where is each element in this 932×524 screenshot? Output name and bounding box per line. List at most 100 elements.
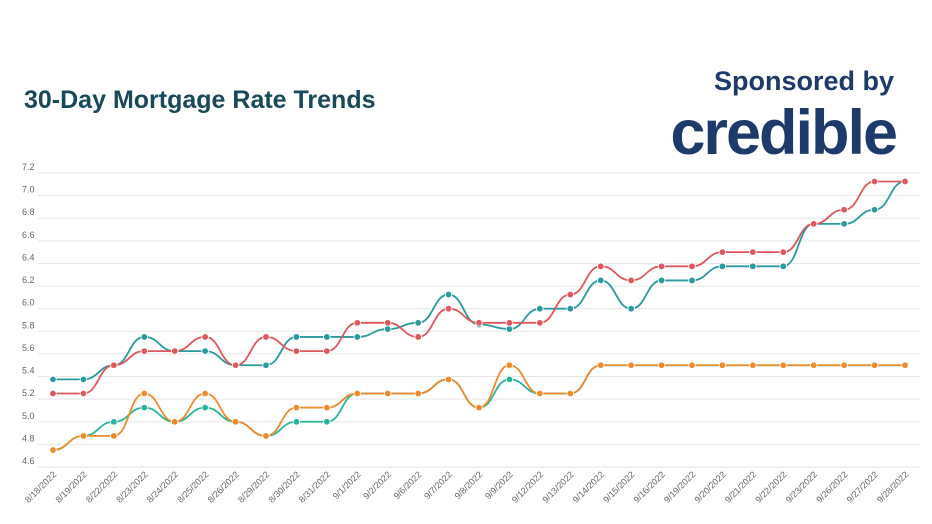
data-point [657,262,666,270]
series-2 [49,177,909,398]
y-tick-label: 6.2 [22,275,35,285]
data-point [231,361,240,369]
data-point [231,418,240,426]
y-tick-label: 6.4 [22,252,35,262]
data-point [292,418,301,426]
series-1 [49,177,909,384]
gridlines [38,172,920,468]
data-point [140,347,148,355]
y-tick-label: 7.2 [22,162,35,172]
data-point [688,361,696,369]
x-tick-label: 8/19/2022 [53,469,88,504]
data-point [171,347,179,355]
data-point [840,361,848,369]
x-tick-label: 8/23/2022 [114,469,149,504]
data-point [627,361,635,369]
data-point [262,333,270,341]
data-point [536,389,544,398]
x-axis-ticks: 8/18/20228/19/20228/22/20228/23/20228/24… [23,469,910,504]
x-tick-label: 8/31/2022 [297,469,332,504]
data-point [840,220,848,228]
y-tick-label: 6.0 [22,298,35,308]
x-tick-label: 8/24/2022 [145,469,180,504]
data-point [870,361,879,369]
x-tick-label: 9/19/2022 [662,469,697,504]
data-point [627,276,635,285]
data-point [110,361,118,369]
x-tick-label: 9/13/2022 [540,469,575,504]
data-point [870,206,879,214]
data-point [49,375,57,384]
data-point [140,389,148,398]
x-tick-label: 9/27/2022 [845,469,880,504]
data-point [262,432,270,440]
y-tick-label: 4.6 [22,456,35,466]
x-tick-label: 9/23/2022 [784,469,819,504]
data-point [79,389,88,398]
data-point [444,290,453,299]
data-point [323,418,331,426]
x-tick-label: 9/21/2022 [723,469,758,504]
data-point [505,325,514,333]
data-point [597,361,605,369]
data-point [749,262,757,270]
data-point [384,325,392,333]
data-point [901,177,909,186]
data-point [475,319,483,327]
data-point [49,446,57,454]
data-point [292,333,301,341]
data-point [323,347,331,355]
y-tick-label: 7.0 [22,185,35,195]
data-point [779,361,787,369]
x-tick-label: 9/22/2022 [753,469,788,504]
data-point [688,262,696,270]
data-point [353,319,361,327]
data-point [323,403,331,412]
data-point [171,418,179,426]
data-point [597,276,605,285]
data-point [718,248,727,256]
data-point [566,304,574,313]
data-point [657,276,666,285]
data-point [505,375,514,384]
y-tick-label: 6.6 [22,230,35,240]
x-tick-label: 9/20/2022 [692,469,727,504]
x-tick-label: 8/22/2022 [84,469,119,504]
data-point [779,262,787,270]
data-point [79,375,88,384]
x-tick-label: 8/29/2022 [236,469,271,504]
data-point [597,262,605,270]
data-point [810,361,818,369]
data-point [414,319,422,327]
data-point [566,290,574,299]
data-point [444,375,453,384]
data-point [110,432,118,440]
x-tick-label: 9/7/2022 [422,469,454,501]
data-point [414,333,422,341]
y-axis-ticks: 4.6 4.8 5.0 5.2 5.4 5.6 5.8 6.0 6.2 6.4 6.6 6.8 7.0 7… [22,162,35,466]
data-point [810,220,818,228]
data-point [749,248,757,256]
data-point [718,361,727,369]
data-point [49,389,57,398]
y-tick-label: 5.8 [22,320,35,330]
data-point [870,177,879,186]
y-tick-label: 4.8 [22,433,35,443]
data-point [566,389,574,398]
data-point [292,403,301,412]
data-point [262,361,270,369]
x-tick-label: 8/18/2022 [23,469,58,504]
credible-logo: credible [670,98,898,168]
data-point [718,262,727,270]
data-point [505,361,514,369]
data-point [414,389,422,398]
y-tick-label: 5.6 [22,343,35,353]
data-point [353,333,361,341]
data-point [779,248,787,256]
data-point [536,319,544,327]
x-tick-label: 9/26/2022 [814,469,849,504]
x-tick-label: 9/14/2022 [571,469,606,504]
series-4 [49,361,909,454]
data-point [627,304,635,313]
